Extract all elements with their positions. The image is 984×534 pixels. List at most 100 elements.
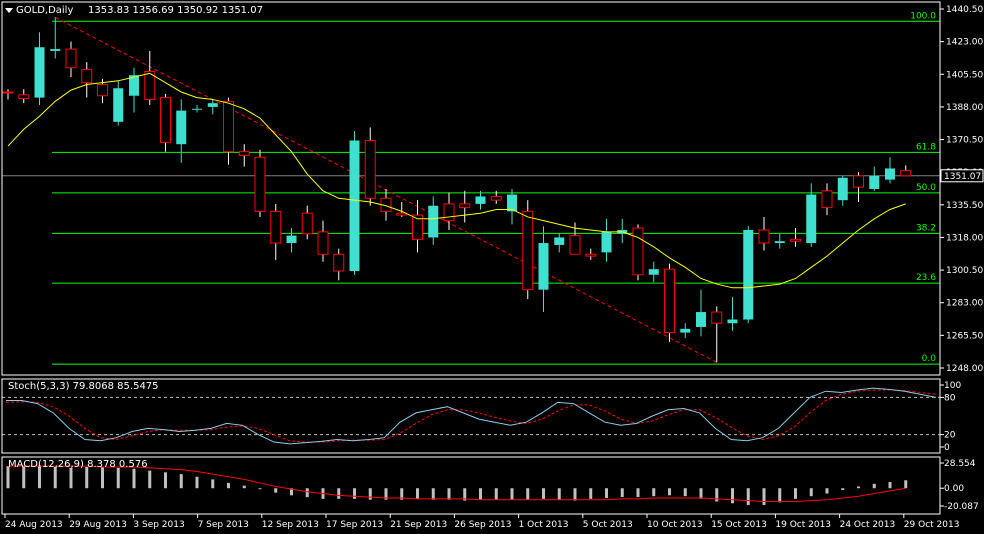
macd-histogram-bar <box>652 488 656 497</box>
fib-level-label: 38.2 <box>916 223 936 233</box>
candle-body-bull <box>207 103 218 107</box>
candle-body-bull <box>34 47 45 98</box>
candle-body-bear <box>585 253 597 257</box>
candle-body-bear <box>853 175 864 188</box>
macd-histogram-bar <box>510 488 514 500</box>
macd-histogram-bar <box>794 488 797 499</box>
macd-histogram-bar <box>668 488 671 496</box>
date-tick-label: 10 Oct 2013 <box>647 520 703 530</box>
candle-body-bull <box>475 196 486 204</box>
candle-body-bear <box>443 203 455 222</box>
stoch-tick-label: 80 <box>944 393 956 403</box>
candle-body-bear <box>459 203 471 209</box>
fib-level-label: 0.0 <box>922 354 937 364</box>
candle-body-bear <box>97 84 108 97</box>
macd-histogram-bar <box>731 488 734 504</box>
candle-body-bull <box>869 175 880 189</box>
macd-histogram-bar <box>620 488 624 498</box>
macd-histogram-bar <box>305 488 309 498</box>
macd-histogram-bar <box>53 467 57 489</box>
stoch-label: Stoch(5,3,3) 79.8068 85.5475 <box>8 381 159 392</box>
macd-histogram-bar <box>400 488 404 500</box>
candle-body-bull <box>806 194 817 244</box>
candle-body-bull <box>192 108 202 110</box>
date-tick-label: 1 Oct 2013 <box>519 520 569 530</box>
macd-histogram-bar <box>463 488 467 501</box>
macd-panel[interactable] <box>6 465 908 506</box>
candle-body-bear <box>18 94 30 100</box>
date-tick-label: 19 Oct 2013 <box>775 520 831 530</box>
macd-histogram-bar <box>132 468 136 489</box>
candle-body-bull <box>885 168 895 180</box>
current-price-box <box>940 169 984 183</box>
macd-tick-label: 28.554 <box>944 459 976 469</box>
macd-histogram-bar <box>211 479 215 489</box>
candle-body-bull <box>680 328 691 333</box>
price-tick-label: 1300.50 <box>946 266 983 276</box>
macd-histogram-bar <box>242 485 246 489</box>
candle-body-bull <box>696 312 706 327</box>
candle-body-bear <box>2 91 14 94</box>
moving-average-line <box>7 72 906 289</box>
candle-body-bull <box>538 243 549 290</box>
macd-histogram-bar <box>416 488 419 499</box>
price-tick-label: 1335.50 <box>946 201 983 211</box>
candle-body-bull <box>349 140 360 272</box>
macd-signal-line <box>8 465 906 503</box>
candle-body-bull <box>176 110 187 145</box>
macd-histogram-bar <box>116 467 120 489</box>
date-tick-label: 24 Aug 2013 <box>5 520 63 530</box>
macd-histogram-bar <box>872 483 876 489</box>
macd-histogram-bar <box>164 472 167 489</box>
macd-histogram-bar <box>179 474 183 489</box>
macd-histogram-bar <box>557 488 561 500</box>
fib-level-label: 50.0 <box>916 183 936 193</box>
date-tick-label: 24 Oct 2013 <box>840 520 896 530</box>
candle-body-bull <box>554 237 565 245</box>
candle-body-bull <box>113 88 124 122</box>
candle-body-bull <box>743 229 754 320</box>
date-tick-label: 7 Sep 2013 <box>198 520 249 530</box>
macd-histogram-bar <box>683 488 687 497</box>
stoch-main-line <box>6 387 937 445</box>
candle-body-bear <box>632 227 644 276</box>
stochastic-panel[interactable] <box>2 387 940 445</box>
candle-body-bull <box>50 49 61 51</box>
macd-label: MACD(12,26,9) 8.378 0.576 <box>8 459 148 470</box>
macd-histogram-bar <box>479 488 482 500</box>
macd-histogram-bar <box>22 466 26 489</box>
fib-level-label: 23.6 <box>916 273 936 283</box>
macd-panel-frame <box>1 456 941 515</box>
candle-body-bull <box>428 205 439 238</box>
date-tick-label: 17 Sep 2013 <box>326 520 383 530</box>
candle-body-bear <box>238 151 250 156</box>
fib-level-label: 61.8 <box>916 142 936 152</box>
macd-histogram-bar <box>6 466 10 489</box>
candle-body-bear <box>790 238 801 242</box>
macd-histogram-bar <box>85 467 89 489</box>
price-tick-label: 1440.50 <box>946 5 983 15</box>
candle-body-bull <box>507 194 517 212</box>
candle-body-bear <box>81 69 93 84</box>
candle-body-bear <box>160 97 171 143</box>
price-tick-label: 1248.00 <box>946 364 983 374</box>
macd-histogram-bar <box>715 488 719 502</box>
price-tick-label: 1265.50 <box>946 331 983 341</box>
price-panel[interactable]: 100.0 61.8 50.0 38.2 23.6 0.0 <box>2 11 940 365</box>
price-tick-label: 1318.00 <box>946 233 983 243</box>
macd-histogram-bar <box>857 486 860 489</box>
macd-histogram-bar <box>746 488 750 506</box>
date-tick-label: 5 Oct 2013 <box>583 520 633 530</box>
stoch-tick-label: 0 <box>944 443 950 453</box>
macd-histogram-bar <box>353 488 356 499</box>
macd-histogram-bar <box>290 488 293 496</box>
collapse-chart-icon[interactable] <box>5 8 13 13</box>
price-tick-label: 1370.50 <box>946 136 983 146</box>
candle-body-bear <box>317 231 329 255</box>
macd-histogram-bar <box>542 488 545 499</box>
candle-body-bull <box>727 319 738 324</box>
price-panel-frame <box>1 1 941 376</box>
ohlc-label: 1353.83 1356.69 1350.92 1351.07 <box>88 5 263 16</box>
